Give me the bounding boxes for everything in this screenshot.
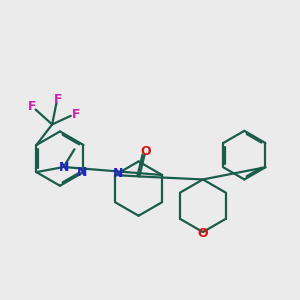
Text: F: F [28, 100, 36, 113]
Text: N: N [58, 160, 69, 173]
Text: F: F [72, 108, 80, 121]
Text: O: O [198, 227, 208, 240]
Text: N: N [113, 167, 124, 180]
Text: N: N [77, 166, 87, 179]
Text: O: O [141, 145, 151, 158]
Text: F: F [54, 93, 62, 106]
